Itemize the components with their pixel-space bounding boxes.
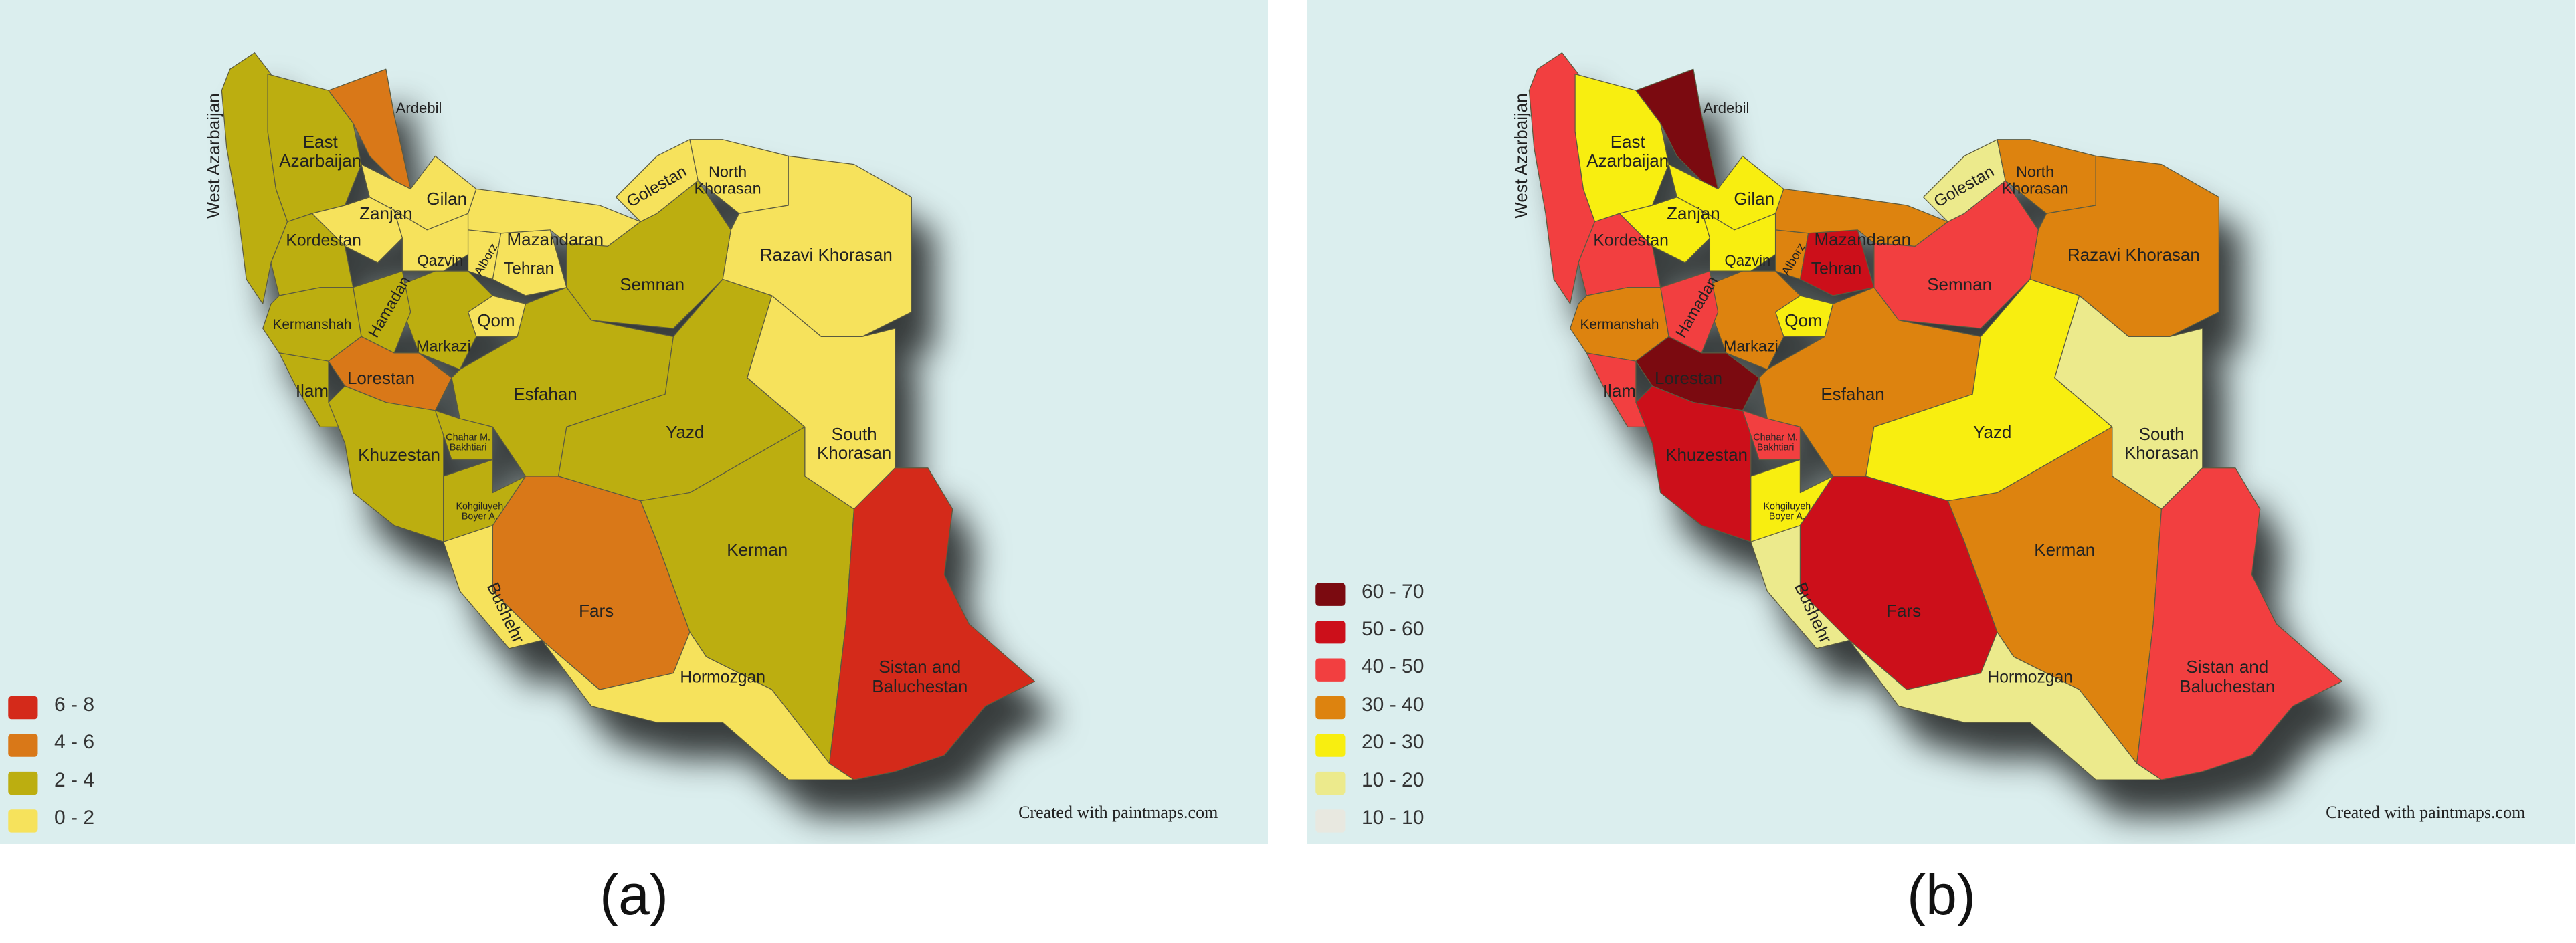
legend-swatch [1315,809,1346,833]
province [828,467,1036,780]
legend-label: 2 - 4 [54,768,95,791]
province [1701,270,1801,371]
province-label: Fars [579,601,614,621]
province-label: Markazi [1723,337,1778,355]
province [2136,467,2343,780]
legend-label: 30 - 40 [1362,693,1424,716]
province-label: Yazd [1973,421,2012,442]
legend-label: 10 - 10 [1362,807,1424,829]
province-label: Gilan [426,189,468,209]
province-label: Yazd [666,421,705,442]
legend-swatch [1315,658,1346,682]
legend-swatch [1315,583,1346,606]
legend-swatch [8,771,38,795]
province-label: Kohgiluyeh Boyer A. [1763,501,1811,522]
province-label: Chahar M. Bakhtiari [1753,432,1799,453]
province-label: Qazvin [1724,252,1771,270]
province-label: Hormozgan [680,668,765,687]
province-label: Esfahan [513,384,577,405]
province-label: Sistan and Baluchestan [872,657,968,696]
province-label: Tehran [1811,259,1862,278]
province-label: Semnan [1927,274,1993,294]
province-label: Tehran [503,259,555,278]
legend-swatch [1315,696,1346,720]
legend-label: 50 - 60 [1362,617,1424,640]
province-label: Ardebil [1703,100,1750,117]
province-label: Qom [477,310,515,330]
province-label: Chahar M. Bakhtiari [446,432,491,453]
province-label: Zanjan [359,203,413,224]
province-label: Qazvin [417,252,464,270]
province-label: Semnan [620,274,685,294]
province-label: Hormozgan [1987,668,2073,687]
legend-label: 40 - 50 [1362,655,1424,678]
province-label: Zanjan [1667,203,1720,224]
province-label: Lorestan [1654,367,1723,388]
caption: (b) [1907,863,1976,926]
country [1528,52,2343,780]
legend-label: 4 - 6 [54,731,95,754]
province [393,270,494,371]
province [434,410,494,461]
province-label: Ilam [295,381,329,401]
legend-swatch [1315,621,1346,644]
province-label: West Azarbaijan [203,93,224,219]
province-label: East Azarbaijan [279,131,362,171]
legend-label: 20 - 30 [1362,731,1424,754]
province-label: Sistan and Baluchestan [2179,657,2276,696]
province-label: Gilan [1734,189,1775,209]
legend-label: 6 - 8 [54,693,95,716]
credit: Created with paintmaps.com [1018,803,1218,823]
province-label: Kohgiluyeh Boyer A. [456,501,504,522]
legend-label: 60 - 70 [1362,580,1424,603]
province-label: Esfahan [1821,384,1885,405]
province-label: Razavi Khorasan [2067,244,2200,265]
province-label: Mazandaran [1814,229,1912,250]
province-label: Khuzestan [1665,444,1748,465]
province-label: Lorestan [347,367,416,388]
legend-swatch [1315,734,1346,757]
province-label: Kermanshah [272,316,352,332]
province-label: Kerman [2034,540,2096,560]
province-label: West Azarbaijan [1511,93,1532,219]
legend-swatch [1315,771,1346,795]
legend-swatch [8,734,38,757]
province-label: Kermanshah [1580,316,1659,332]
legend-swatch [8,809,38,833]
legend-swatch [8,696,38,720]
map [1315,52,2343,833]
province [1742,410,1801,461]
province-label: Khuzestan [358,444,440,465]
province-label: Qom [1784,310,1823,330]
province-label: Markazi [416,337,471,355]
province-label: South Khorasan [816,423,892,463]
province [393,209,469,272]
province [1701,209,1776,272]
map-panel: West Azarbaijan East Azarbaijan Ardebil Gil… [0,0,1268,844]
province-label: South Khorasan [2124,423,2199,463]
legend-label: 0 - 2 [54,807,95,829]
caption: (a) [600,863,668,926]
province-label: Ilam [1602,381,1636,401]
province-label: North Khorasan [2001,163,2069,198]
country [221,52,1036,780]
legend-label: 10 - 20 [1362,768,1424,791]
map [8,52,1036,833]
map-panel: West Azarbaijan East Azarbaijan Ardebil Gil… [1307,0,2575,844]
province-label: Razavi Khorasan [759,244,893,265]
credit: Created with paintmaps.com [2326,803,2526,823]
province-label: Ardebil [395,100,442,117]
province-label: East Azarbaijan [1586,131,1669,171]
province-label: Mazandaran [507,229,604,250]
province-label: North Khorasan [694,163,761,198]
province-label: Kordestan [286,231,361,250]
province-label: Kordestan [1593,231,1669,250]
province-label: Kerman [727,540,788,560]
province-label: Fars [1886,601,1922,621]
